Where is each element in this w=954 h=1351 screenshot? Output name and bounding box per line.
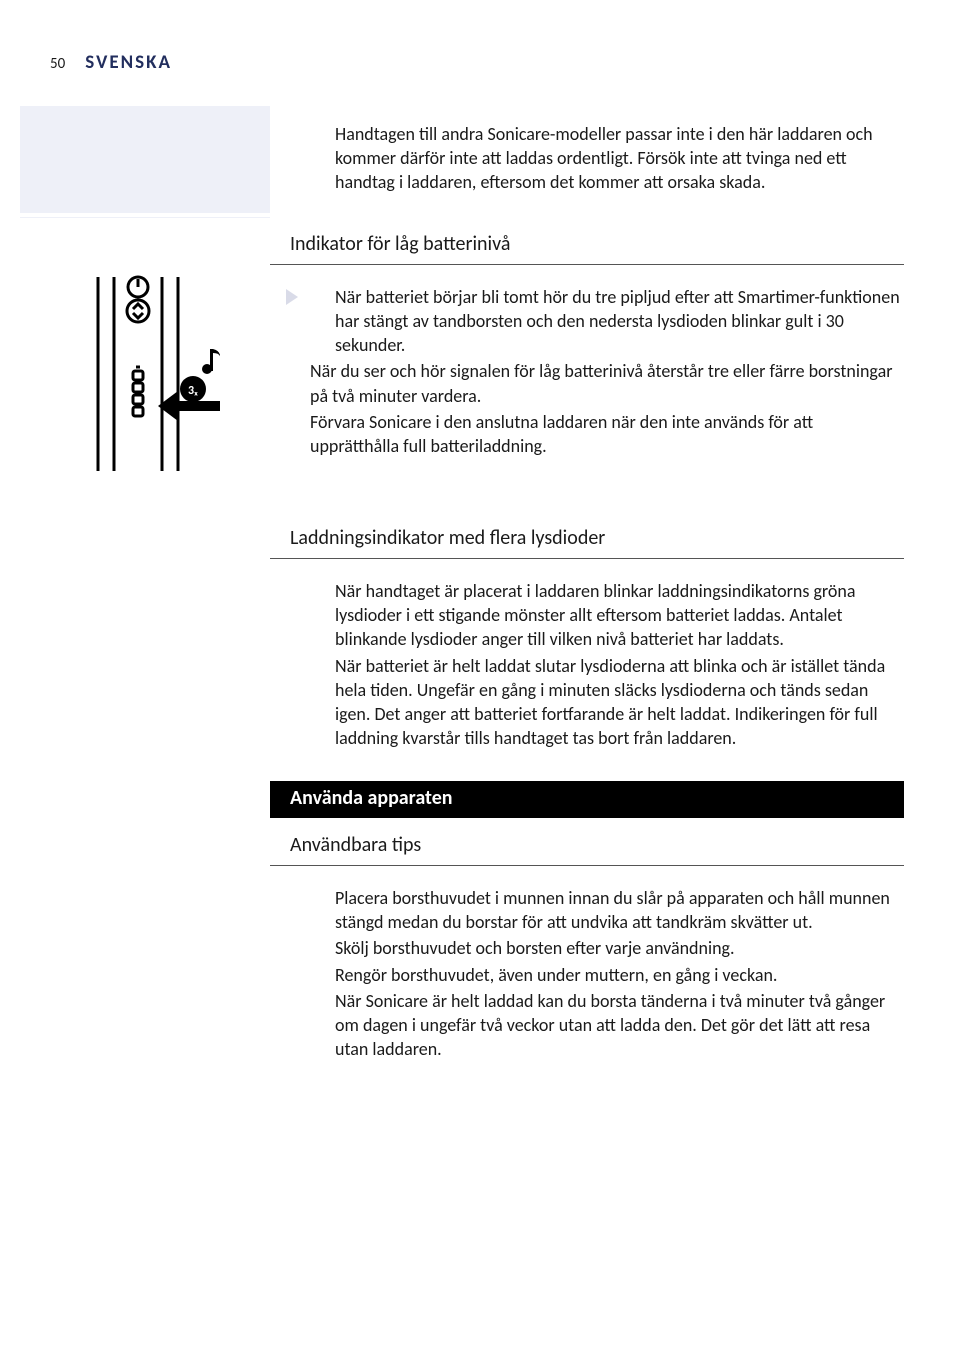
tips-p4: När Sonicare är helt laddad kan du borst… [335,989,894,1062]
black-section-bar: Använda apparaten [270,781,904,818]
left-margin [20,563,270,769]
intro-text: Handtagen till andra Sonicare-modeller p… [270,106,904,213]
low-battery-text: När batteriet börjar bli tomt hör du tre… [270,269,904,477]
charging-rest: När batteriet är helt laddat slutar lysd… [335,654,894,751]
low-battery-rest2: Förvara Sonicare i den anslutna laddaren… [310,410,904,459]
subheading-container: Laddningsindikator med flera lysdioder [270,519,904,559]
left-margin [20,511,270,559]
charging-body-row: När handtaget är placerat i laddaren bli… [20,563,904,769]
charging-lead: När handtaget är placerat i laddaren bli… [335,579,894,652]
low-battery-heading-row: Indikator för låg batterinivå [20,217,904,265]
low-battery-heading: Indikator för låg batterinivå [290,232,510,256]
using-heading: Använda apparaten [290,786,453,810]
pointer-icon [286,289,298,305]
page-number: 50 [50,55,65,73]
low-battery-lead: När batteriet börjar bli tomt hör du tre… [335,285,904,358]
subheading-container: Indikator för låg batterinivå [270,225,904,265]
low-battery-rest1: När du ser och hör signalen för låg batt… [310,359,904,408]
language-label: SVENSKA [85,51,172,74]
left-margin [20,818,270,866]
left-margin [20,773,270,818]
subheading-container: Användbara tips [270,826,904,866]
page-header: 50 SVENSKA [50,50,904,76]
left-margin [20,217,270,218]
left-margin [20,870,270,1080]
tips-text: Placera borsthuvudet i munnen innan du s… [270,870,904,1080]
using-heading-row: Använda apparaten [20,773,904,818]
page: 50 SVENSKA Handtagen till andra Sonicare… [0,0,954,1351]
charging-heading: Laddningsindikator med flera lysdioder [290,526,605,550]
charging-heading-row: Laddningsindikator med flera lysdioder [20,511,904,559]
tips-body-row: Placera borsthuvudet i munnen innan du s… [20,870,904,1080]
intro-paragraph: Handtagen till andra Sonicare-modeller p… [335,122,894,195]
figure-badge-label: 3ₓ [188,384,198,398]
figure-cell: 3ₓ [20,269,270,477]
tips-heading-row: Användbara tips [20,818,904,866]
tips-p1: Placera borsthuvudet i munnen innan du s… [335,886,894,935]
tips-p3: Rengör borsthuvudet, även under muttern,… [335,963,894,987]
charging-text: När handtaget är placerat i laddaren bli… [270,563,904,769]
left-margin [20,106,270,213]
tips-heading: Användbara tips [290,833,421,857]
intro-row: Handtagen till andra Sonicare-modeller p… [20,106,904,213]
tips-p2: Skölj borsthuvudet och borsten efter var… [335,936,894,960]
low-battery-body-row: 3ₓ När batte [20,269,904,477]
low-battery-figure: 3ₓ [20,271,220,471]
toothbrush-beep-icon: 3ₓ [20,271,220,471]
